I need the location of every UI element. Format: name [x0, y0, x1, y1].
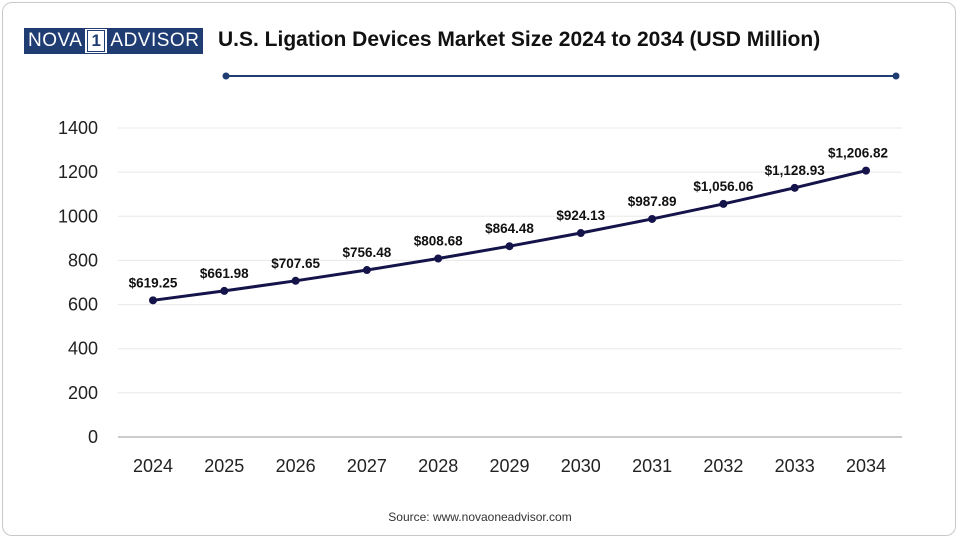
chart-title: U.S. Ligation Devices Market Size 2024 t… — [218, 28, 821, 51]
x-tick-label: 2027 — [347, 456, 387, 476]
x-tick-label: 2034 — [846, 456, 886, 476]
y-tick-label: 400 — [68, 339, 98, 359]
data-point — [434, 254, 443, 263]
title-rule-right-dot — [892, 72, 900, 80]
y-tick-label: 1200 — [58, 162, 98, 182]
title-rule — [222, 72, 900, 80]
data-label: $1,128.93 — [765, 163, 826, 178]
y-tick-label: 200 — [68, 383, 98, 403]
logo-text-middle: 1 — [87, 30, 106, 52]
data-point — [790, 183, 799, 192]
data-points — [149, 166, 870, 305]
data-label: $864.48 — [485, 221, 534, 236]
y-axis-ticks: 0 200 400 600 800 1000 1200 1400 — [58, 118, 98, 447]
data-point — [505, 242, 514, 251]
data-label: $619.25 — [129, 275, 178, 290]
y-tick-label: 0 — [88, 427, 98, 447]
x-tick-label: 2032 — [703, 456, 743, 476]
data-label: $987.89 — [628, 194, 677, 209]
data-point — [719, 199, 728, 208]
data-label: $808.68 — [414, 234, 463, 249]
data-point — [576, 229, 585, 238]
data-point — [648, 214, 657, 223]
y-tick-label: 1000 — [58, 206, 98, 226]
data-point — [362, 266, 371, 275]
data-point — [220, 286, 229, 295]
y-tick-label: 800 — [68, 250, 98, 270]
y-tick-label: 600 — [68, 295, 98, 315]
logo-text-right: ADVISOR — [107, 29, 203, 53]
gridlines — [118, 127, 902, 394]
data-label: $661.98 — [200, 266, 249, 281]
y-tick-label: 1400 — [58, 118, 98, 138]
data-labels: $619.25 $661.98 $707.65 $756.48 $808.68 $864.… — [129, 146, 888, 291]
data-point — [149, 296, 157, 305]
x-tick-label: 2029 — [489, 456, 529, 476]
data-point — [862, 166, 870, 175]
data-label: $756.48 — [342, 245, 391, 260]
logo-text-left: NOVA — [25, 29, 86, 53]
x-tick-label: 2030 — [561, 456, 601, 476]
data-label: $707.65 — [271, 256, 320, 271]
brand-logo: NOVA 1 ADVISOR — [24, 28, 204, 54]
data-label: $1,206.82 — [828, 146, 888, 161]
x-tick-label: 2028 — [418, 456, 458, 476]
data-label: $924.13 — [556, 208, 605, 223]
x-tick-label: 2033 — [775, 456, 815, 476]
x-tick-label: 2026 — [276, 456, 316, 476]
title-rule-left-dot — [222, 72, 230, 80]
x-tick-label: 2024 — [133, 456, 173, 476]
data-point — [291, 276, 300, 285]
source-note: Source: www.novaoneadvisor.com — [388, 510, 572, 524]
x-tick-label: 2031 — [632, 456, 672, 476]
x-axis-ticks: 2024 2025 2026 2027 2028 2029 2030 2031 2032 2033… — [133, 456, 886, 476]
data-label: $1,056.06 — [693, 179, 754, 194]
x-tick-label: 2025 — [204, 456, 244, 476]
